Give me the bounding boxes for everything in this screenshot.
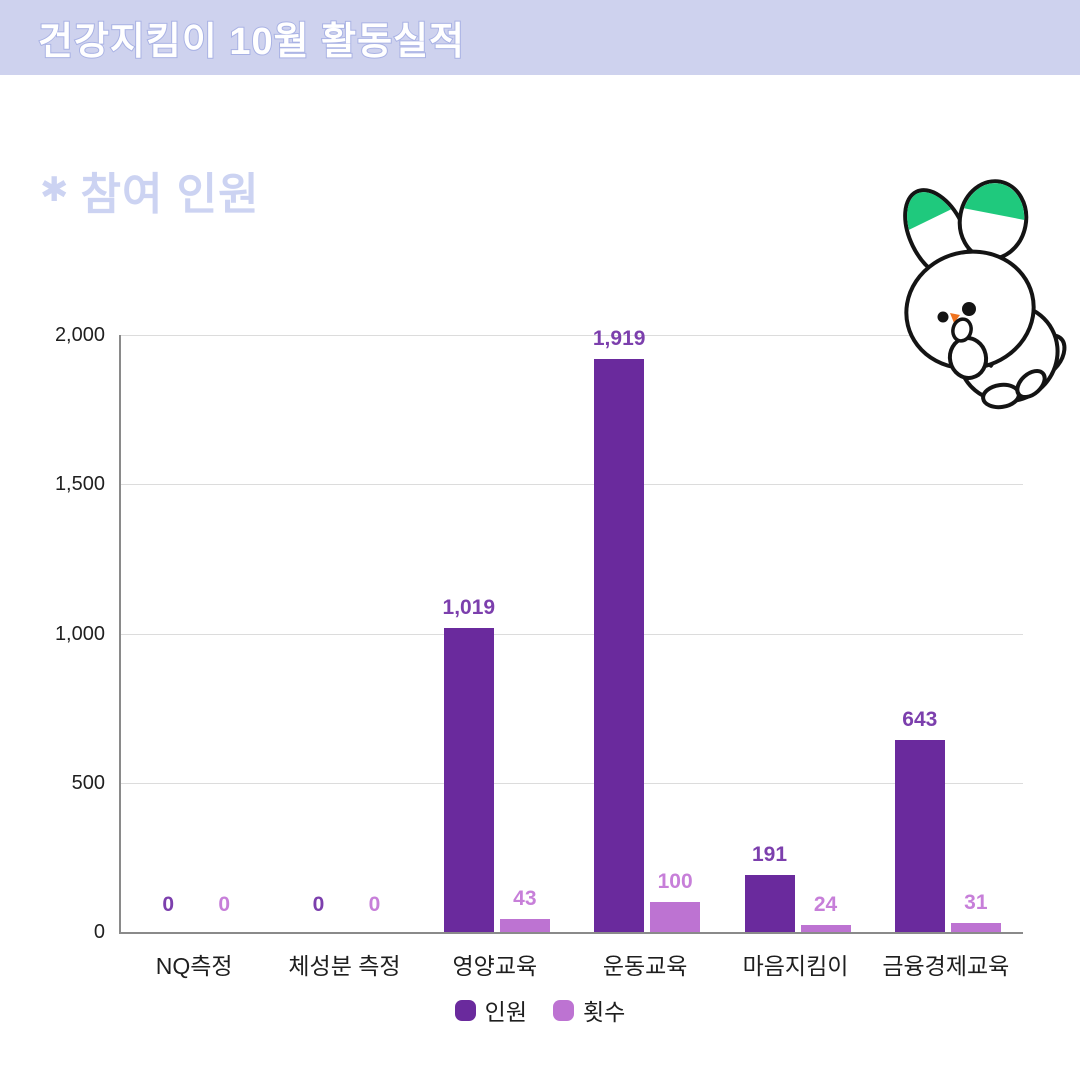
rabbit-mouth bbox=[951, 317, 973, 343]
chart-legend: 인원 횟수 bbox=[0, 993, 1080, 1027]
gridline bbox=[121, 782, 1023, 784]
bar-value-label: 24 bbox=[813, 893, 838, 916]
x-tick-label: 영양교육 bbox=[452, 953, 538, 979]
bar-횟수-마음지킴이 bbox=[800, 925, 851, 932]
bar-value-label: 0 bbox=[218, 893, 230, 916]
bar-인원-영양교육 bbox=[443, 628, 494, 932]
rabbit-right-ear bbox=[957, 179, 1029, 261]
gridline bbox=[121, 335, 1023, 336]
gridline bbox=[121, 484, 1023, 486]
x-tick-label: 체성분 측정 bbox=[288, 953, 401, 979]
bar-횟수-금융경제교육 bbox=[950, 923, 1001, 932]
bar-인원-마음지킴이 bbox=[744, 875, 795, 932]
bar-value-label: 1,919 bbox=[592, 327, 646, 350]
gridline bbox=[121, 633, 1023, 635]
legend-item-인원: 인원 bbox=[454, 993, 527, 1027]
plot-area: 0 0 0 0 1,019 43 1,919 100 191 24 643 31 bbox=[119, 327, 1023, 934]
y-tick-label: 0 bbox=[93, 921, 105, 943]
legend-label: 인원 bbox=[484, 999, 527, 1025]
bar-value-label: 31 bbox=[964, 891, 988, 914]
x-tick-label: 마음지킴이 bbox=[742, 953, 849, 979]
section-title: ✱ 참여 인원 bbox=[40, 158, 260, 222]
x-tick-label: NQ측정 bbox=[155, 953, 233, 979]
rabbit-nose bbox=[950, 313, 960, 323]
y-tick-label: 2,000 bbox=[54, 324, 105, 346]
bar-value-label: 191 bbox=[751, 843, 788, 866]
bar-횟수-운동교육 bbox=[650, 902, 701, 932]
rabbit-eye bbox=[962, 302, 976, 316]
legend-swatch-icon bbox=[553, 999, 574, 1021]
bar-value-label: 43 bbox=[513, 887, 537, 910]
section-title-label: 참여 인원 bbox=[80, 170, 260, 219]
bar-value-label: 643 bbox=[902, 708, 938, 731]
bar-value-label: 0 bbox=[162, 893, 175, 916]
bar-인원-운동교육 bbox=[594, 359, 645, 932]
legend-item-횟수: 횟수 bbox=[553, 993, 625, 1027]
bar-value-label: 0 bbox=[368, 893, 381, 916]
bar-value-label: 0 bbox=[312, 893, 325, 916]
bar-인원-금융경제교육 bbox=[894, 740, 945, 932]
rabbit-eye bbox=[937, 311, 949, 323]
x-tick-label: 운동교육 bbox=[602, 953, 688, 979]
x-tick-label: 금융경제교육 bbox=[882, 953, 1010, 979]
y-tick-label: 500 bbox=[71, 771, 105, 794]
page-header: 건강지킴이 10월 활동실적 bbox=[0, 0, 1080, 75]
legend-swatch-icon bbox=[454, 999, 476, 1021]
rabbit-foot bbox=[1015, 368, 1047, 400]
asterisk-icon: ✱ bbox=[40, 171, 69, 209]
bar-횟수-영양교육 bbox=[499, 919, 550, 932]
bar-value-label: 100 bbox=[657, 870, 693, 893]
rabbit-mascot-icon bbox=[903, 179, 1067, 410]
page-title: 건강지킴이 10월 활동실적 bbox=[37, 20, 465, 64]
y-tick-label: 1,000 bbox=[54, 622, 105, 645]
legend-label: 횟수 bbox=[583, 999, 626, 1025]
bar-value-label: 1,019 bbox=[442, 596, 496, 619]
y-tick-label: 1,500 bbox=[54, 473, 105, 496]
